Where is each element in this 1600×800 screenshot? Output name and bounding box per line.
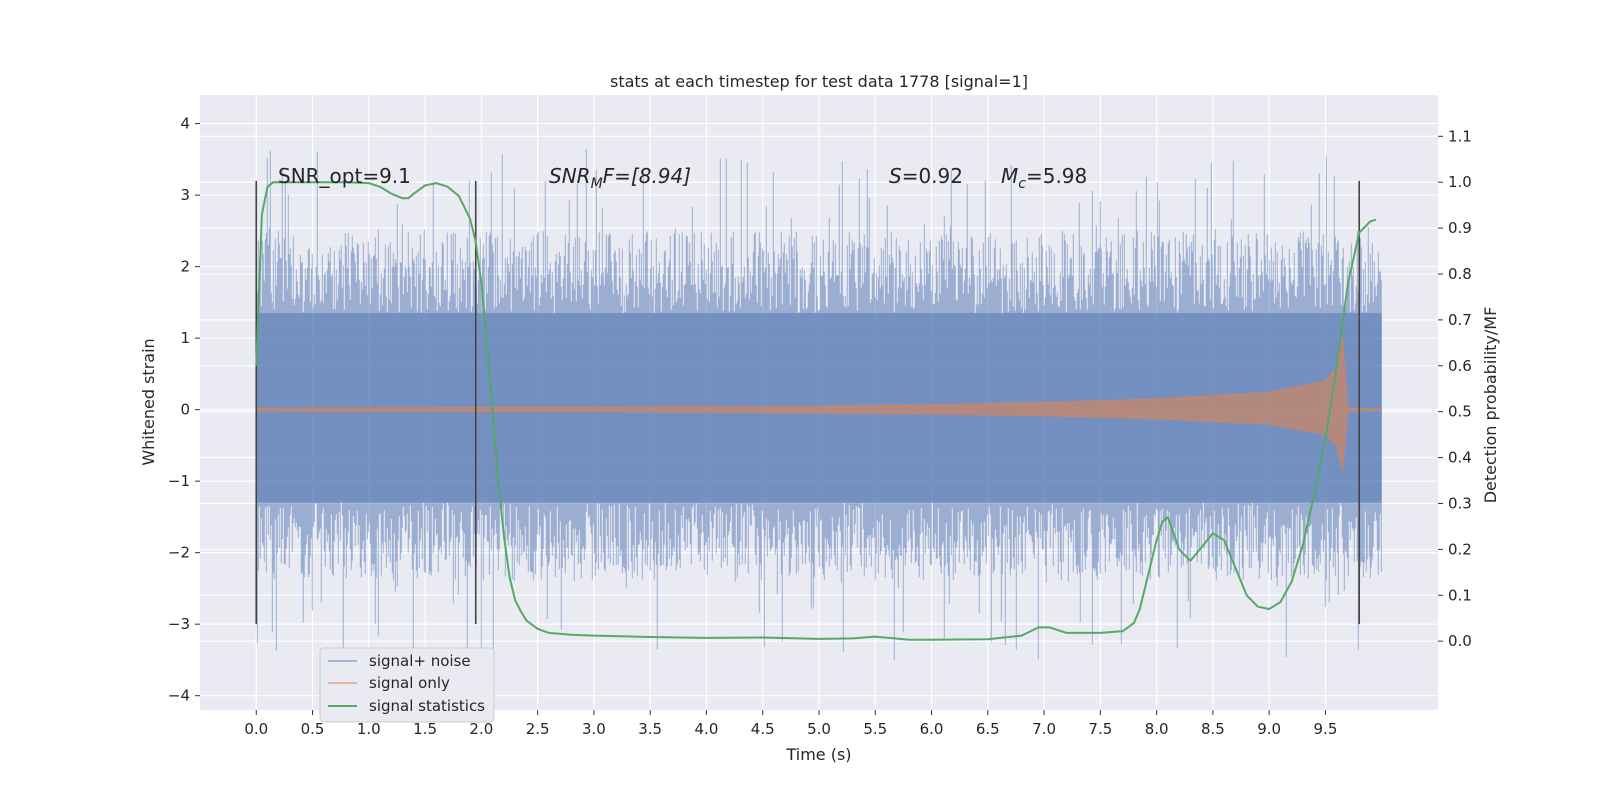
s-label: S xyxy=(889,164,902,188)
y2-tick-label: 1.1 xyxy=(1448,127,1472,145)
y2-tick-label: 0.9 xyxy=(1448,219,1472,237)
x-tick-label: 9.5 xyxy=(1314,720,1338,738)
y-tick-label: −4 xyxy=(168,687,190,705)
annotation-snr-mf: SNRMF=[8.94] xyxy=(549,164,691,192)
x-tick-label: 1.5 xyxy=(413,720,437,738)
snr-mf-rest: F=[8.94] xyxy=(603,164,691,188)
legend-label-noise: signal+ noise xyxy=(369,652,471,670)
x-tick-label: 0.0 xyxy=(244,720,268,738)
legend-box xyxy=(319,647,495,723)
x-tick-label: 1.0 xyxy=(357,720,381,738)
signal-only-series xyxy=(255,338,1383,471)
signal-envelope xyxy=(255,338,1383,471)
vertical-markers xyxy=(255,180,1361,625)
snr-mf-sub: M xyxy=(591,176,603,192)
y2-tick-label: 0.2 xyxy=(1448,540,1472,558)
y2-tick-label: 0.8 xyxy=(1448,265,1472,283)
y-tick-label: 3 xyxy=(180,186,190,204)
mc-value: =5.98 xyxy=(1026,164,1087,188)
y2-tick-label: 0.1 xyxy=(1448,586,1472,604)
annotation-s: S=0.92 xyxy=(889,164,963,188)
y2-tick-label: 0.4 xyxy=(1448,449,1472,467)
y2-tick-label: 1.0 xyxy=(1448,173,1472,191)
legend-label-signal: signal only xyxy=(369,674,450,692)
x-tick-label: 2.5 xyxy=(526,720,550,738)
y2-tick-label: 0.3 xyxy=(1448,494,1472,512)
x-tick-label: 2.0 xyxy=(469,720,493,738)
x-tick-label: 9.0 xyxy=(1257,720,1281,738)
y2-tick-label: 0.0 xyxy=(1448,632,1472,650)
y-axis-label: Whitened strain xyxy=(139,338,158,465)
y-tick-label: −1 xyxy=(168,472,190,490)
x-tick-label: 8.5 xyxy=(1201,720,1225,738)
y-tick-label: 2 xyxy=(180,258,190,276)
y-tick-label: 0 xyxy=(180,401,190,419)
x-tick-label: 7.5 xyxy=(1088,720,1112,738)
x-tick-label: 5.0 xyxy=(807,720,831,738)
y2-tick-label: 0.6 xyxy=(1448,357,1472,375)
x-tick-label: 6.0 xyxy=(920,720,944,738)
x-tick-label: 5.5 xyxy=(863,720,887,738)
y2-axis-label: Detection probability/MF xyxy=(1481,307,1500,504)
x-tick-label: 4.0 xyxy=(695,720,719,738)
ticks: 0.0 0.5 1.0 1.5 2.0 2.5 3.0 3.5 4.0 4.5 5.0 5.5 6.0 6… xyxy=(168,115,1472,738)
chart-title: stats at each timestep for test data 177… xyxy=(610,72,1028,91)
mc-sub: c xyxy=(1018,176,1026,192)
x-tick-label: 3.5 xyxy=(638,720,662,738)
annotation-mc: Mc=5.98 xyxy=(1001,164,1087,192)
y2-tick-label: 0.5 xyxy=(1448,403,1472,421)
legend-label-stats: signal statistics xyxy=(369,697,485,715)
y2-tick-label: 0.7 xyxy=(1448,311,1472,329)
legend: signal+ noise signal only signal statist… xyxy=(319,647,495,723)
x-axis-label: Time (s) xyxy=(785,745,851,764)
signal-statistics-series xyxy=(255,181,1377,641)
x-tick-label: 3.0 xyxy=(582,720,606,738)
s-value: =0.92 xyxy=(902,164,963,188)
x-tick-label: 0.5 xyxy=(301,720,325,738)
mc-label: M xyxy=(1001,164,1018,188)
stats-line xyxy=(255,181,1377,641)
y-tick-label: 1 xyxy=(180,329,190,347)
snr-mf-main: SNR xyxy=(549,164,591,188)
x-tick-label: 4.5 xyxy=(751,720,775,738)
x-tick-label: 6.5 xyxy=(976,720,1000,738)
x-tick-label: 8.0 xyxy=(1145,720,1169,738)
x-tick-label: 7.0 xyxy=(1032,720,1056,738)
annotation-snr-opt: SNR_opt=9.1 xyxy=(278,164,411,188)
y-tick-label: 4 xyxy=(180,115,190,133)
y-tick-label: −3 xyxy=(168,615,190,633)
y-tick-label: −2 xyxy=(168,544,190,562)
